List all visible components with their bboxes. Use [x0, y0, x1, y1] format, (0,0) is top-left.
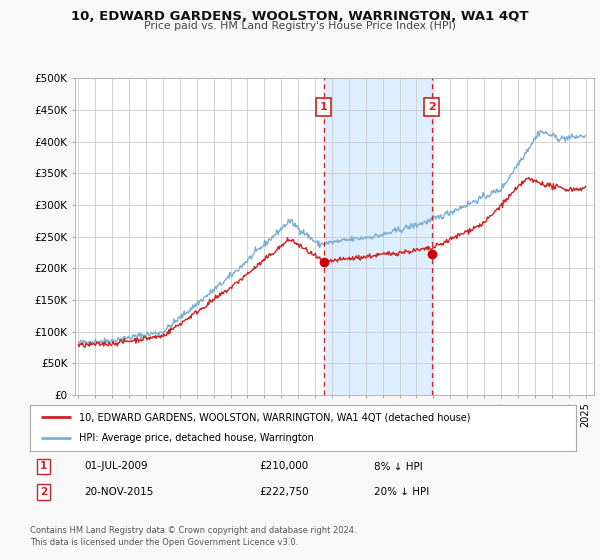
Text: 2: 2	[40, 487, 47, 497]
Text: 1: 1	[320, 102, 328, 112]
Text: 20% ↓ HPI: 20% ↓ HPI	[374, 487, 429, 497]
Text: Price paid vs. HM Land Registry's House Price Index (HPI): Price paid vs. HM Land Registry's House …	[144, 21, 456, 31]
Text: 1: 1	[40, 461, 47, 472]
Text: Contains HM Land Registry data © Crown copyright and database right 2024.: Contains HM Land Registry data © Crown c…	[30, 526, 356, 535]
Text: 10, EDWARD GARDENS, WOOLSTON, WARRINGTON, WA1 4QT (detached house): 10, EDWARD GARDENS, WOOLSTON, WARRINGTON…	[79, 412, 470, 422]
Text: 20-NOV-2015: 20-NOV-2015	[85, 487, 154, 497]
Text: This data is licensed under the Open Government Licence v3.0.: This data is licensed under the Open Gov…	[30, 538, 298, 547]
Text: 01-JUL-2009: 01-JUL-2009	[85, 461, 148, 472]
Text: HPI: Average price, detached house, Warrington: HPI: Average price, detached house, Warr…	[79, 433, 314, 444]
Text: 10, EDWARD GARDENS, WOOLSTON, WARRINGTON, WA1 4QT: 10, EDWARD GARDENS, WOOLSTON, WARRINGTON…	[71, 10, 529, 23]
Bar	[323, 78, 432, 395]
Text: 8% ↓ HPI: 8% ↓ HPI	[374, 461, 423, 472]
Text: £222,750: £222,750	[259, 487, 309, 497]
Text: 2: 2	[428, 102, 436, 112]
Text: £210,000: £210,000	[259, 461, 308, 472]
